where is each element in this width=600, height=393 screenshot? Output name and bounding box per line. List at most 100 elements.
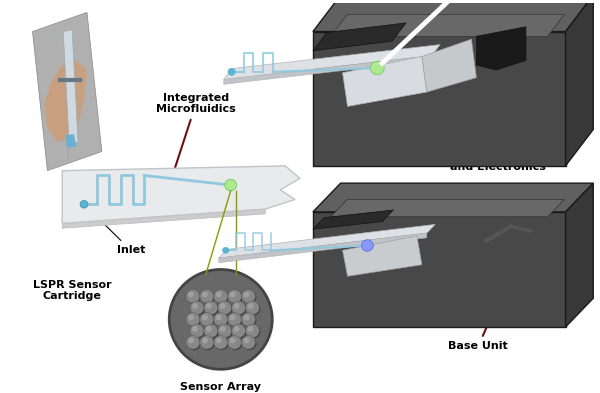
Polygon shape	[44, 61, 87, 142]
Circle shape	[202, 314, 208, 320]
Circle shape	[188, 292, 194, 298]
Circle shape	[201, 337, 215, 350]
Circle shape	[233, 302, 247, 316]
Circle shape	[233, 326, 239, 332]
Polygon shape	[566, 0, 593, 166]
Circle shape	[227, 313, 242, 326]
Polygon shape	[313, 23, 406, 51]
Circle shape	[229, 337, 242, 350]
Circle shape	[230, 292, 236, 298]
Polygon shape	[62, 209, 265, 228]
Circle shape	[169, 270, 272, 369]
Circle shape	[247, 325, 260, 339]
Circle shape	[206, 326, 212, 332]
Circle shape	[201, 290, 215, 304]
Circle shape	[202, 292, 208, 298]
Circle shape	[227, 68, 236, 76]
Circle shape	[187, 314, 201, 327]
Circle shape	[230, 338, 236, 343]
Circle shape	[190, 301, 204, 314]
Circle shape	[247, 326, 253, 332]
Circle shape	[244, 292, 250, 298]
Circle shape	[242, 337, 256, 350]
Circle shape	[216, 338, 222, 343]
Circle shape	[215, 290, 229, 304]
Polygon shape	[343, 57, 427, 107]
Circle shape	[188, 314, 194, 320]
Circle shape	[200, 336, 214, 349]
Circle shape	[188, 338, 194, 343]
Circle shape	[242, 336, 256, 349]
Circle shape	[200, 313, 214, 326]
Text: Base Unit: Base Unit	[448, 298, 508, 351]
Polygon shape	[422, 39, 476, 92]
Circle shape	[205, 325, 219, 339]
Circle shape	[187, 337, 201, 350]
Circle shape	[230, 314, 236, 320]
Circle shape	[219, 302, 233, 316]
Circle shape	[215, 314, 229, 327]
Circle shape	[227, 336, 242, 349]
Polygon shape	[224, 55, 432, 84]
Circle shape	[216, 314, 222, 320]
Circle shape	[187, 290, 201, 304]
Text: Integrated Optics
and Electronics: Integrated Optics and Electronics	[443, 127, 553, 172]
Circle shape	[370, 61, 384, 75]
Polygon shape	[219, 233, 427, 263]
Circle shape	[220, 303, 226, 309]
Polygon shape	[219, 224, 435, 258]
Polygon shape	[343, 236, 422, 276]
Circle shape	[242, 314, 256, 327]
Circle shape	[233, 303, 239, 309]
Polygon shape	[63, 29, 78, 144]
Circle shape	[232, 301, 245, 314]
Circle shape	[201, 314, 215, 327]
Circle shape	[214, 313, 227, 326]
Circle shape	[242, 313, 256, 326]
Circle shape	[245, 324, 259, 338]
Circle shape	[186, 290, 200, 303]
Polygon shape	[62, 166, 300, 224]
Circle shape	[205, 302, 219, 316]
Polygon shape	[313, 212, 566, 327]
Circle shape	[361, 240, 373, 251]
Polygon shape	[313, 210, 394, 229]
Circle shape	[191, 302, 205, 316]
Circle shape	[191, 325, 205, 339]
Circle shape	[242, 290, 256, 304]
Polygon shape	[65, 134, 76, 148]
Circle shape	[229, 290, 242, 304]
Text: Sensor Array: Sensor Array	[180, 382, 261, 391]
Circle shape	[192, 326, 198, 332]
Circle shape	[204, 324, 218, 338]
Polygon shape	[224, 45, 440, 79]
Text: LSPR Sensor
Cartridge: LSPR Sensor Cartridge	[33, 280, 112, 301]
Circle shape	[219, 325, 233, 339]
Polygon shape	[476, 27, 526, 70]
Circle shape	[186, 336, 200, 349]
Circle shape	[245, 301, 259, 314]
Circle shape	[80, 200, 88, 208]
Circle shape	[247, 303, 253, 309]
Circle shape	[192, 303, 198, 309]
Polygon shape	[331, 200, 565, 217]
Circle shape	[214, 290, 227, 303]
Circle shape	[190, 324, 204, 338]
Circle shape	[216, 292, 222, 298]
Circle shape	[200, 290, 214, 303]
Circle shape	[214, 336, 227, 349]
Circle shape	[202, 338, 208, 343]
Circle shape	[218, 301, 232, 314]
Circle shape	[204, 301, 218, 314]
Circle shape	[186, 313, 200, 326]
Text: Integrated
Microfluidics: Integrated Microfluidics	[156, 93, 236, 190]
Text: Inlet: Inlet	[87, 207, 145, 255]
Polygon shape	[331, 15, 565, 37]
Circle shape	[242, 290, 256, 303]
Circle shape	[244, 338, 250, 343]
Polygon shape	[313, 31, 566, 166]
Circle shape	[247, 302, 260, 316]
Polygon shape	[32, 12, 102, 171]
Circle shape	[225, 179, 236, 191]
Circle shape	[220, 326, 226, 332]
